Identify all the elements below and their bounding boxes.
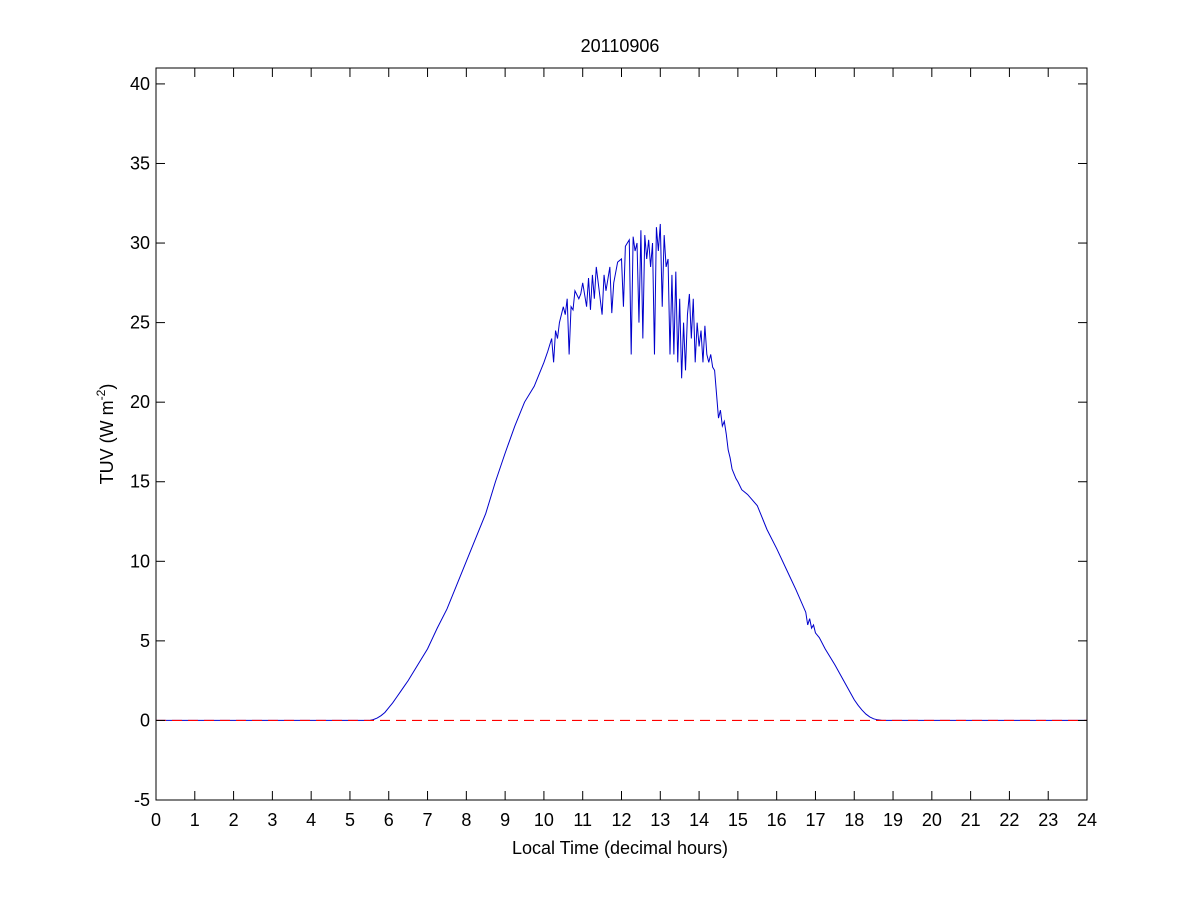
- chart-title: 20110906: [581, 36, 660, 56]
- series-layer: [156, 223, 1087, 722]
- x-tick-label: 22: [999, 810, 1019, 830]
- x-tick-label: 5: [345, 810, 355, 830]
- x-tick-label: 7: [423, 810, 433, 830]
- x-tick-label: 14: [689, 810, 709, 830]
- plot-background: [156, 68, 1087, 800]
- ticks-layer: 0 1 2 3 4 5 6 7 8 9 10 11 12 13 14 15 16 17 18 19 20 21 22 23 24…: [130, 68, 1097, 830]
- x-tick-label: 18: [844, 810, 864, 830]
- x-tick-label: 10: [534, 810, 554, 830]
- x-tick-label: 19: [883, 810, 903, 830]
- plot-area: [156, 68, 1087, 800]
- axes-box: [155, 67, 1088, 801]
- y-tick-label: 10: [130, 551, 150, 571]
- x-tick-label: 24: [1077, 810, 1097, 830]
- y-tick-label: -5: [134, 790, 150, 810]
- x-tick-label: 1: [190, 810, 200, 830]
- x-tick-label: 15: [728, 810, 748, 830]
- x-tick-label: 0: [151, 810, 161, 830]
- x-tick-label: 4: [306, 810, 316, 830]
- y-axis-label-main: TUV (W m: [97, 400, 117, 484]
- x-tick-label: 16: [767, 810, 787, 830]
- y-tick-label: 0: [140, 710, 150, 730]
- y-tick-label: 20: [130, 392, 150, 412]
- x-tick-label: 9: [500, 810, 510, 830]
- x-tick-label: 3: [267, 810, 277, 830]
- x-tick-label: 8: [461, 810, 471, 830]
- x-tick-label: 6: [384, 810, 394, 830]
- x-tick-label: 11: [573, 810, 592, 830]
- x-tick-label: 20: [922, 810, 942, 830]
- y-axis-label-suffix: ): [97, 384, 117, 390]
- y-tick-label: 15: [130, 472, 150, 492]
- y-tick-label: 30: [130, 233, 150, 253]
- x-tick-label: 2: [229, 810, 239, 830]
- tuv-series-line: [156, 223, 1087, 721]
- x-axis-label: Local Time (decimal hours): [512, 838, 728, 858]
- y-axis-label-superscript: -2: [94, 389, 108, 400]
- axes-frame: [155, 67, 1088, 801]
- y-tick-label: 5: [140, 631, 150, 651]
- x-tick-label: 12: [611, 810, 631, 830]
- y-tick-label: 40: [130, 74, 150, 94]
- y-tick-label: 35: [130, 153, 150, 173]
- x-tick-label: 21: [961, 810, 981, 830]
- y-axis-label: TUV (W m-2): [94, 384, 117, 485]
- x-tick-label: 23: [1038, 810, 1058, 830]
- x-tick-label: 13: [650, 810, 670, 830]
- y-tick-label: 25: [130, 313, 150, 333]
- x-tick-label: 17: [805, 810, 825, 830]
